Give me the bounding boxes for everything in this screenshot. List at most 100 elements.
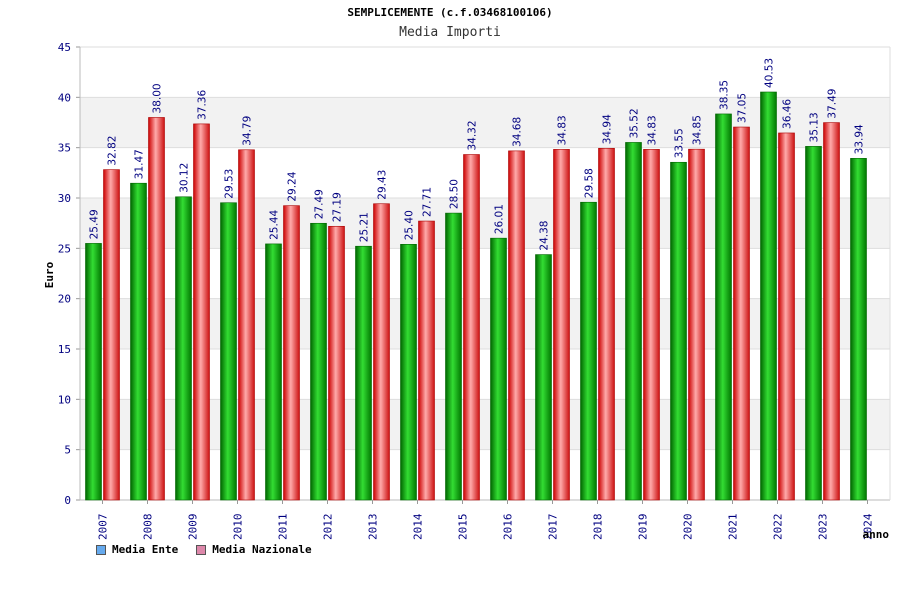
bar-media-nazionale-2013: [373, 203, 390, 501]
bars: [85, 91, 867, 501]
data-label-media-nazionale-2017: 34.83: [557, 115, 569, 145]
bar-media-nazionale-2018: [598, 147, 615, 501]
data-label-media-ente-2023: 35.13: [809, 112, 821, 142]
grid-band: [80, 47, 890, 98]
data-label-media-ente-2019: 35.52: [629, 108, 641, 138]
bar-media-ente-2020: [670, 161, 687, 501]
bar-media-ente-2022: [760, 91, 777, 501]
bar-media-ente-2010: [220, 202, 237, 501]
grid-band: [80, 97, 890, 148]
data-label-media-ente-2015: 28.50: [449, 179, 461, 209]
data-label-media-nazionale-2016: 34.68: [512, 117, 524, 147]
x-tick-label: 2008: [142, 514, 155, 541]
bar-media-nazionale-2020: [688, 148, 705, 501]
bar-media-nazionale-2023: [823, 122, 840, 501]
grid-band: [80, 349, 890, 400]
data-label-media-nazionale-2010: 34.79: [242, 116, 254, 146]
data-label-media-nazionale-2022: 36.46: [782, 99, 794, 129]
bar-media-ente-2014: [400, 244, 417, 501]
y-tick-label: 15: [58, 343, 71, 356]
data-label-media-ente-2018: 29.58: [584, 168, 596, 198]
data-label-media-nazionale-2012: 27.19: [332, 192, 344, 222]
legend-item-media-nazionale: Media Nazionale: [196, 543, 312, 556]
x-tick-label: 2012: [322, 514, 335, 541]
bar-media-nazionale-2012: [328, 225, 345, 501]
x-tick-label: 2024: [862, 513, 875, 540]
bar-media-ente-2009: [175, 196, 192, 501]
data-label-media-ente-2017: 24.38: [539, 221, 551, 251]
x-tick-label: 2011: [277, 514, 290, 541]
legend-label-media-ente: Media Ente: [112, 543, 179, 556]
bar-media-ente-2024: [850, 158, 867, 501]
y-tick-label: 10: [58, 393, 71, 406]
grid-bands: [80, 47, 890, 500]
y-tick-label: 20: [58, 293, 71, 306]
bar-media-ente-2017: [535, 254, 552, 501]
y-tick-label: 40: [58, 91, 71, 104]
data-label-media-nazionale-2021: 37.05: [737, 93, 749, 123]
grid-band: [80, 399, 890, 450]
data-label-media-nazionale-2007: 32.82: [107, 136, 119, 166]
x-tick-label: 2015: [457, 514, 470, 541]
grid-band: [80, 449, 890, 500]
bar-media-ente-2016: [490, 237, 507, 501]
bar-media-ente-2007: [85, 243, 102, 501]
data-label-media-ente-2022: 40.53: [764, 58, 776, 88]
bar-media-ente-2018: [580, 201, 597, 501]
bar-media-nazionale-2014: [418, 220, 435, 501]
legend: Media Ente Media Nazionale: [96, 543, 312, 556]
data-label-media-ente-2024: 33.94: [854, 124, 866, 154]
bar-media-nazionale-2019: [643, 149, 660, 501]
data-label-media-nazionale-2014: 27.71: [422, 187, 434, 217]
bar-media-ente-2013: [355, 245, 372, 501]
data-label-media-ente-2009: 30.12: [179, 163, 191, 193]
bar-media-nazionale-2021: [733, 126, 750, 501]
x-tick-label: 2019: [637, 514, 650, 541]
data-label-media-nazionale-2009: 37.36: [197, 90, 209, 120]
bar-media-ente-2021: [715, 113, 732, 501]
data-label-media-ente-2011: 25.44: [269, 210, 281, 240]
data-label-media-nazionale-2020: 34.85: [692, 115, 704, 145]
grid-band: [80, 198, 890, 249]
grid-band: [80, 248, 890, 299]
data-label-media-ente-2010: 29.53: [224, 169, 236, 199]
bar-media-nazionale-2007: [103, 169, 120, 501]
data-label-media-ente-2012: 27.49: [314, 189, 326, 219]
bar-media-ente-2023: [805, 146, 822, 501]
x-tick-label: 2023: [817, 514, 830, 541]
bar-media-nazionale-2008: [148, 117, 165, 501]
data-label-media-ente-2021: 38.35: [719, 80, 731, 110]
data-label-media-ente-2008: 31.47: [134, 149, 146, 179]
x-tick-label: 2009: [187, 514, 200, 541]
y-tick-label: 5: [64, 444, 71, 457]
y-tick-label: 35: [58, 142, 71, 155]
x-tick-label: 2010: [232, 514, 245, 541]
chart-subtitle: Media Importi: [399, 25, 501, 40]
bar-media-ente-2015: [445, 212, 462, 501]
x-tick-label: 2017: [547, 514, 560, 541]
bar-media-nazionale-2015: [463, 154, 480, 501]
x-tick-label: 2007: [97, 514, 110, 541]
tick-labels: 0 5 10 15 20 25 30 35 40 45 2007 2008 2009 2010 2011 20…: [58, 41, 875, 540]
y-tick-label: 45: [58, 41, 71, 54]
bar-media-nazionale-2009: [193, 123, 210, 501]
x-tick-label: 2014: [412, 513, 425, 540]
legend-swatch-media-ente: [96, 544, 106, 555]
x-axis-label: anno: [863, 528, 890, 541]
data-labels: 25.49 32.82 31.47 38.00 30.12 37.36 29.53 34.79…: [89, 58, 866, 251]
data-label-media-ente-2013: 25.21: [359, 212, 371, 242]
y-tick-label: 0: [64, 494, 71, 507]
bar-media-nazionale-2010: [238, 149, 255, 501]
axes: [76, 46, 891, 504]
x-tick-label: 2018: [592, 514, 605, 541]
bar-media-nazionale-2016: [508, 150, 525, 501]
data-label-media-nazionale-2018: 34.94: [602, 114, 614, 144]
data-label-media-nazionale-2023: 37.49: [827, 89, 839, 119]
chart-title: SEMPLICEMENTE (c.f.03468100106): [347, 6, 553, 19]
legend-label-media-nazionale: Media Nazionale: [212, 543, 312, 556]
x-tick-label: 2016: [502, 514, 515, 541]
x-tick-label: 2022: [772, 514, 785, 541]
y-axis-label: Euro: [43, 261, 56, 288]
data-label-media-nazionale-2011: 29.24: [287, 171, 299, 201]
